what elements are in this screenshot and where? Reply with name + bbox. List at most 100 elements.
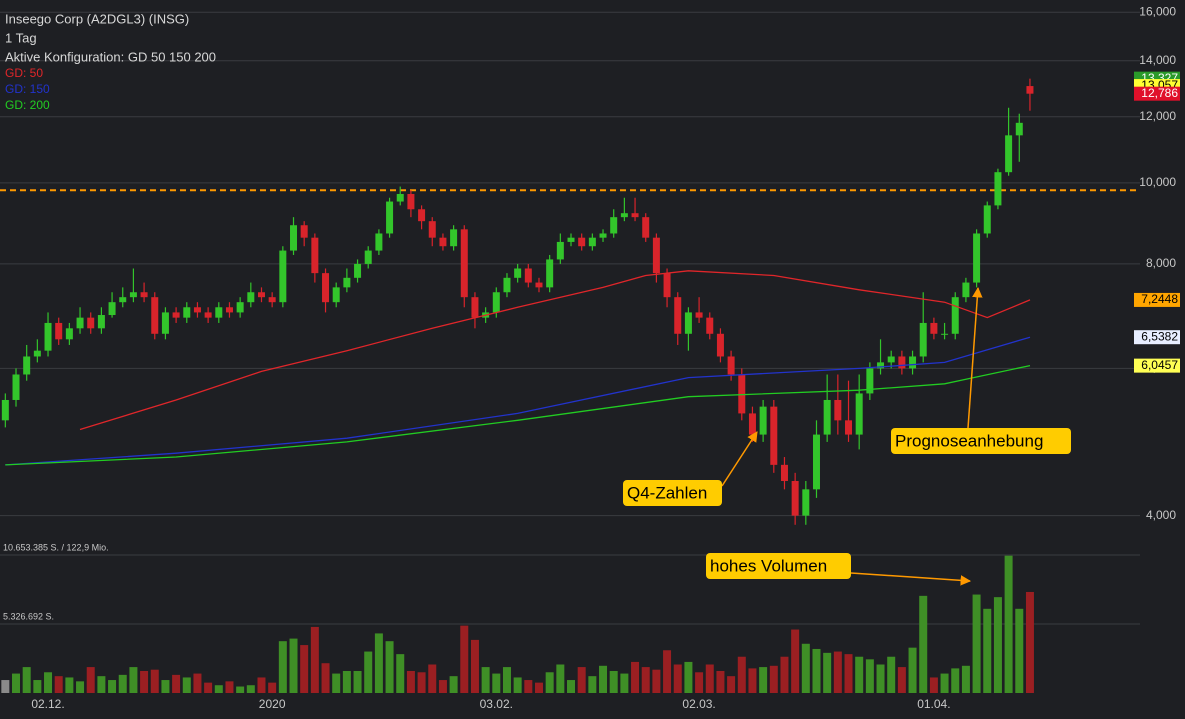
candle-body — [695, 312, 703, 318]
candle-body — [642, 217, 650, 238]
chart-title: Inseego Corp (A2DGL3) (INSG) — [5, 11, 189, 26]
volume-bar — [22, 667, 31, 693]
candle-body — [55, 322, 63, 340]
y-tick-label: 4,000 — [1146, 508, 1176, 522]
volume-bar — [1, 680, 10, 693]
candle-body — [87, 317, 95, 329]
candle-body — [631, 213, 639, 218]
volume-bar — [577, 667, 586, 693]
candle-body — [396, 193, 404, 202]
candle-body — [834, 399, 842, 421]
volume-bar — [76, 681, 85, 693]
price-label: 6,5382 — [1141, 329, 1178, 343]
candle-body — [546, 259, 554, 288]
volume-bar — [972, 594, 981, 693]
volume-bar — [225, 681, 234, 693]
volume-bar — [823, 652, 832, 693]
candle-body — [535, 282, 543, 288]
y-tick-label: 14,000 — [1139, 53, 1176, 67]
candle-body — [290, 225, 298, 251]
volume-bar — [470, 639, 479, 693]
volume-bar — [364, 651, 373, 693]
candle-body — [418, 209, 426, 222]
volume-bar — [332, 673, 341, 693]
candle-body — [1015, 122, 1023, 136]
volume-bar — [108, 680, 117, 693]
candle-body — [951, 297, 959, 334]
candle-body — [439, 237, 447, 247]
volume-bar — [599, 665, 608, 693]
arrow — [721, 431, 758, 487]
candle-body — [983, 205, 991, 234]
volume-bar — [919, 595, 928, 693]
candle-body — [257, 292, 265, 298]
volume-bar — [609, 670, 618, 693]
x-tick-label: 01.04. — [917, 697, 950, 711]
candle-body — [279, 250, 287, 303]
moving-average — [5, 364, 1031, 466]
volume-bar — [86, 667, 95, 693]
price-label: 6,0457 — [1141, 358, 1178, 372]
candle-body — [183, 307, 191, 318]
volume-bar — [865, 659, 874, 693]
candle-body — [386, 201, 394, 234]
candle-body — [652, 237, 660, 274]
candle-body — [428, 221, 436, 238]
candle-body — [119, 297, 127, 303]
candle-body — [780, 464, 788, 481]
volume-bar — [204, 682, 213, 693]
volume-bar — [246, 685, 255, 693]
volume-bar — [33, 680, 42, 693]
price-label: 12,786 — [1141, 86, 1178, 100]
candle-body — [151, 297, 159, 334]
volume-bar — [140, 670, 149, 693]
volume-bar — [481, 667, 490, 693]
candle-body — [460, 229, 468, 298]
volume-bar — [534, 682, 543, 693]
volume-bar — [502, 667, 511, 693]
candle-body — [12, 374, 20, 400]
volume-bar — [406, 670, 415, 693]
candle-body — [161, 312, 169, 334]
volume-bar — [940, 673, 949, 693]
candle-body — [791, 480, 799, 516]
x-tick-label: 2020 — [259, 697, 286, 711]
volume-bar — [780, 656, 789, 693]
volume-bar — [1025, 591, 1034, 693]
volume-bar — [844, 654, 853, 693]
candle-body — [322, 273, 330, 303]
volume-bar — [620, 673, 629, 693]
volume-bar — [54, 676, 63, 693]
candle-body — [866, 368, 874, 394]
volume-bar — [44, 672, 53, 693]
candle-body — [204, 312, 212, 318]
candle-body — [845, 420, 853, 435]
volume-bar — [118, 674, 127, 693]
candle-body — [172, 312, 180, 318]
candle-body — [994, 172, 1002, 206]
volume-bar — [300, 645, 309, 693]
interval: 1 Tag — [5, 30, 37, 45]
volume-bar — [193, 673, 202, 693]
candle-body — [556, 241, 564, 260]
annotation-box — [891, 428, 1071, 454]
candle-body — [364, 250, 372, 264]
candle-body — [140, 292, 148, 298]
price-label-box — [1134, 358, 1180, 373]
candle-body — [450, 229, 458, 247]
volume-bar — [513, 677, 522, 693]
volume-bar — [897, 667, 906, 693]
candle-body — [268, 297, 276, 303]
candle-body — [973, 233, 981, 283]
candle-body — [1026, 86, 1034, 94]
candle-body — [524, 268, 532, 283]
volume-bar — [161, 680, 170, 693]
candle-body — [311, 237, 319, 274]
annotation-text: hohes Volumen — [710, 556, 827, 575]
volume-bar — [588, 676, 597, 693]
candle-body — [225, 307, 233, 313]
candle-body — [567, 237, 575, 242]
config: Aktive Konfiguration: GD 50 150 200 — [5, 49, 216, 64]
volume-bar — [321, 663, 330, 693]
volume-bar — [12, 673, 21, 693]
